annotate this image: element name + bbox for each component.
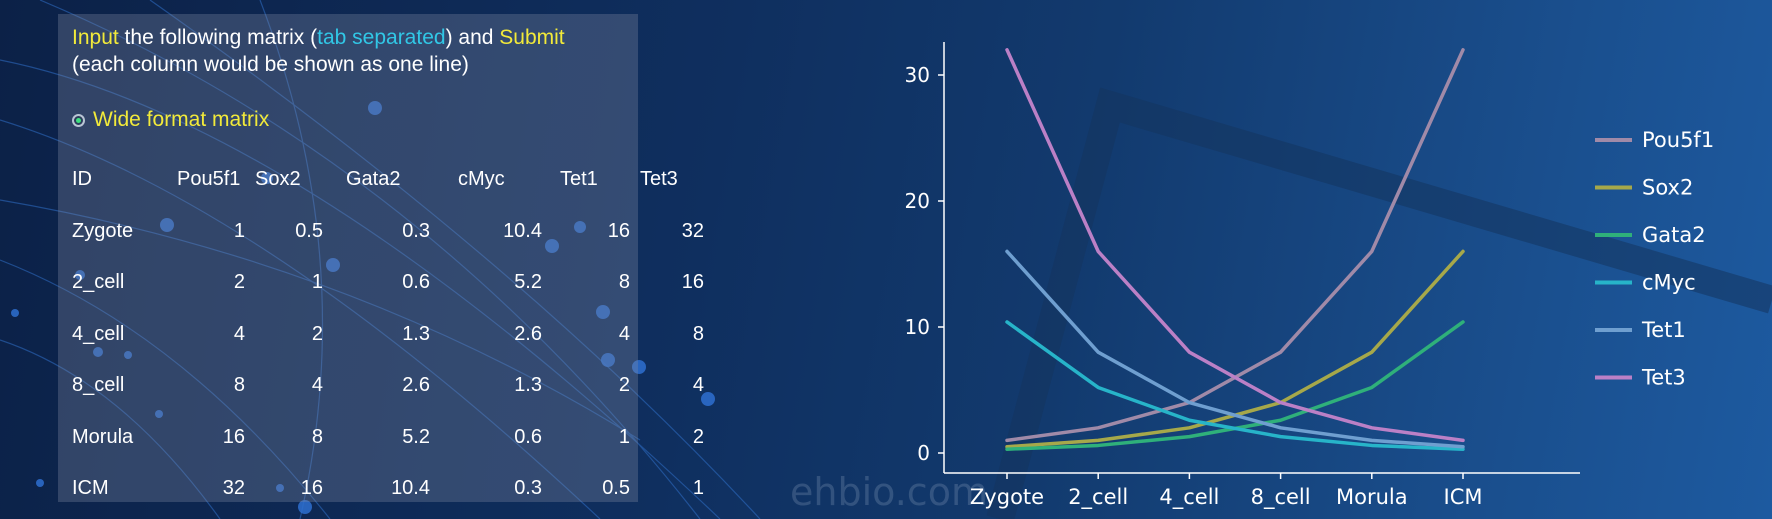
matrix-cell: 8 [692, 322, 704, 345]
series-line-tet3 [1005, 48, 1465, 443]
matrix-header-row: ID Pou5f1 Sox2 Gata2 cMyc Tet1 Tet3 [72, 154, 704, 206]
x-tick-label: Zygote [970, 485, 1044, 509]
matrix-cell: 1.3 [402, 322, 430, 345]
matrix-cell: 10.4 [503, 219, 542, 242]
matrix-cell: 5.2 [402, 425, 430, 448]
matrix-cell: 4 [233, 322, 245, 345]
matrix-cell: 2 [618, 374, 630, 397]
matrix-cell: 8 [233, 374, 245, 397]
matrix-cell: Zygote [72, 219, 134, 242]
matrix-cell: 16 [222, 425, 245, 448]
series-line-sox2 [1005, 249, 1465, 449]
matrix-cell: 16 [300, 477, 323, 500]
matrix-cell: 2_cell [72, 271, 125, 294]
matrix-cell: 1 [618, 425, 630, 448]
matrix-cell: 4 [692, 374, 704, 397]
matrix-row: ICM 32 16 10.4 0.3 0.5 1 [72, 463, 704, 515]
legend-label-cmyc: cMyc [1642, 271, 1696, 295]
matrix-cell: 0.5 [602, 477, 630, 500]
matrix-cell: 2.6 [514, 322, 542, 345]
matrix-row: 2_cell 2 1 0.6 5.2 8 16 [72, 257, 704, 309]
matrix-row: 4_cell 4 2 1.3 2.6 4 8 [72, 309, 704, 361]
matrix-cell: 2 [311, 322, 323, 345]
wide-format-label: Wide format matrix [93, 108, 270, 131]
matrix-cell: 4 [311, 374, 323, 397]
instruction-tab-separated: tab separated [317, 26, 446, 49]
x-tick-label: 8_cell [1251, 485, 1311, 510]
matrix-header-cell: Pou5f1 [177, 168, 241, 191]
instruction-middle: the following matrix ( [118, 26, 318, 49]
matrix-cell: 32 [681, 219, 704, 242]
legend-label-tet1: Tet1 [1641, 318, 1686, 342]
matrix-cell: 2.6 [402, 374, 430, 397]
matrix-row: Morula 16 8 5.2 0.6 1 2 [72, 412, 704, 464]
matrix-cell: 0.5 [295, 219, 323, 242]
series-line-cmyc [1005, 320, 1465, 451]
watermark: ehbio.com [790, 470, 988, 514]
matrix-cell: 8_cell [72, 374, 125, 397]
matrix-header-cell: Tet1 [560, 168, 598, 191]
matrix-cell: 1 [311, 271, 323, 294]
matrix-cell: 1 [692, 477, 704, 500]
legend-label-tet3: Tet3 [1641, 366, 1686, 390]
line-chart: 0 10 20 30 Zygote 2_cell 4_cell 8_cell Morula ICM… [905, 42, 1714, 510]
matrix-cell: 8 [311, 425, 323, 448]
matrix-header-cell: Sox2 [255, 168, 301, 191]
instruction-input-word: Input [72, 26, 119, 49]
x-tick-label: Morula [1336, 485, 1408, 509]
matrix-cell: 2 [692, 425, 704, 448]
matrix-cell: 0.3 [402, 219, 430, 242]
matrix-cell: 1.3 [514, 374, 542, 397]
instruction-line-2: (each column would be shown as one line) [72, 53, 469, 76]
legend-label-sox2: Sox2 [1642, 176, 1693, 200]
y-tick-label: 20 [905, 189, 930, 213]
legend-label-gata2: Gata2 [1642, 223, 1706, 247]
matrix-cell: 1 [233, 219, 245, 242]
matrix-cell: 16 [681, 271, 704, 294]
matrix-cell: 10.4 [391, 477, 430, 500]
instruction-line-1: Input the following matrix (tab separate… [72, 26, 565, 50]
matrix-cell: 0.6 [402, 271, 430, 294]
x-tick-label: 2_cell [1068, 485, 1128, 510]
input-matrix[interactable]: ID Pou5f1 Sox2 Gata2 cMyc Tet1 Tet3 Zygote 1 0.5 0… [72, 154, 704, 515]
y-tick-label: 10 [905, 315, 930, 339]
wide-format-radio[interactable] [72, 113, 85, 127]
matrix-cell: 4 [618, 322, 630, 345]
matrix-cell: 4_cell [72, 322, 125, 345]
matrix-cell: 8 [618, 271, 630, 294]
input-panel [58, 14, 638, 502]
matrix-row: Zygote 1 0.5 0.3 10.4 16 32 [72, 206, 704, 258]
matrix-header-cell: ID [72, 168, 92, 191]
matrix-row: 8_cell 8 4 2.6 1.3 2 4 [72, 360, 704, 412]
matrix-cell: 16 [607, 219, 630, 242]
matrix-cell: 32 [222, 477, 245, 500]
matrix-cell: 0.3 [514, 477, 542, 500]
matrix-cell: Morula [72, 425, 134, 448]
y-tick-label: 30 [905, 63, 930, 87]
matrix-cell: 2 [233, 271, 245, 294]
instruction-submit-word: Submit [499, 26, 565, 49]
matrix-cell: ICM [72, 477, 109, 500]
y-tick-label: 0 [917, 441, 930, 465]
wide-format-option[interactable]: Wide format matrix [72, 108, 269, 132]
x-tick-label: 4_cell [1159, 485, 1219, 510]
matrix-header-cell: cMyc [458, 168, 505, 191]
series-line-pou5f1 [1005, 48, 1465, 443]
matrix-cell: 0.6 [514, 425, 542, 448]
matrix-cell: 5.2 [514, 271, 542, 294]
matrix-header-cell: Tet3 [640, 168, 678, 191]
instruction-after-tab: ) and [445, 26, 500, 49]
x-tick-label: ICM [1444, 485, 1483, 509]
matrix-header-cell: Gata2 [346, 168, 401, 191]
series-line-tet1 [1005, 249, 1465, 449]
legend-label-pou5f1: Pou5f1 [1642, 128, 1714, 152]
